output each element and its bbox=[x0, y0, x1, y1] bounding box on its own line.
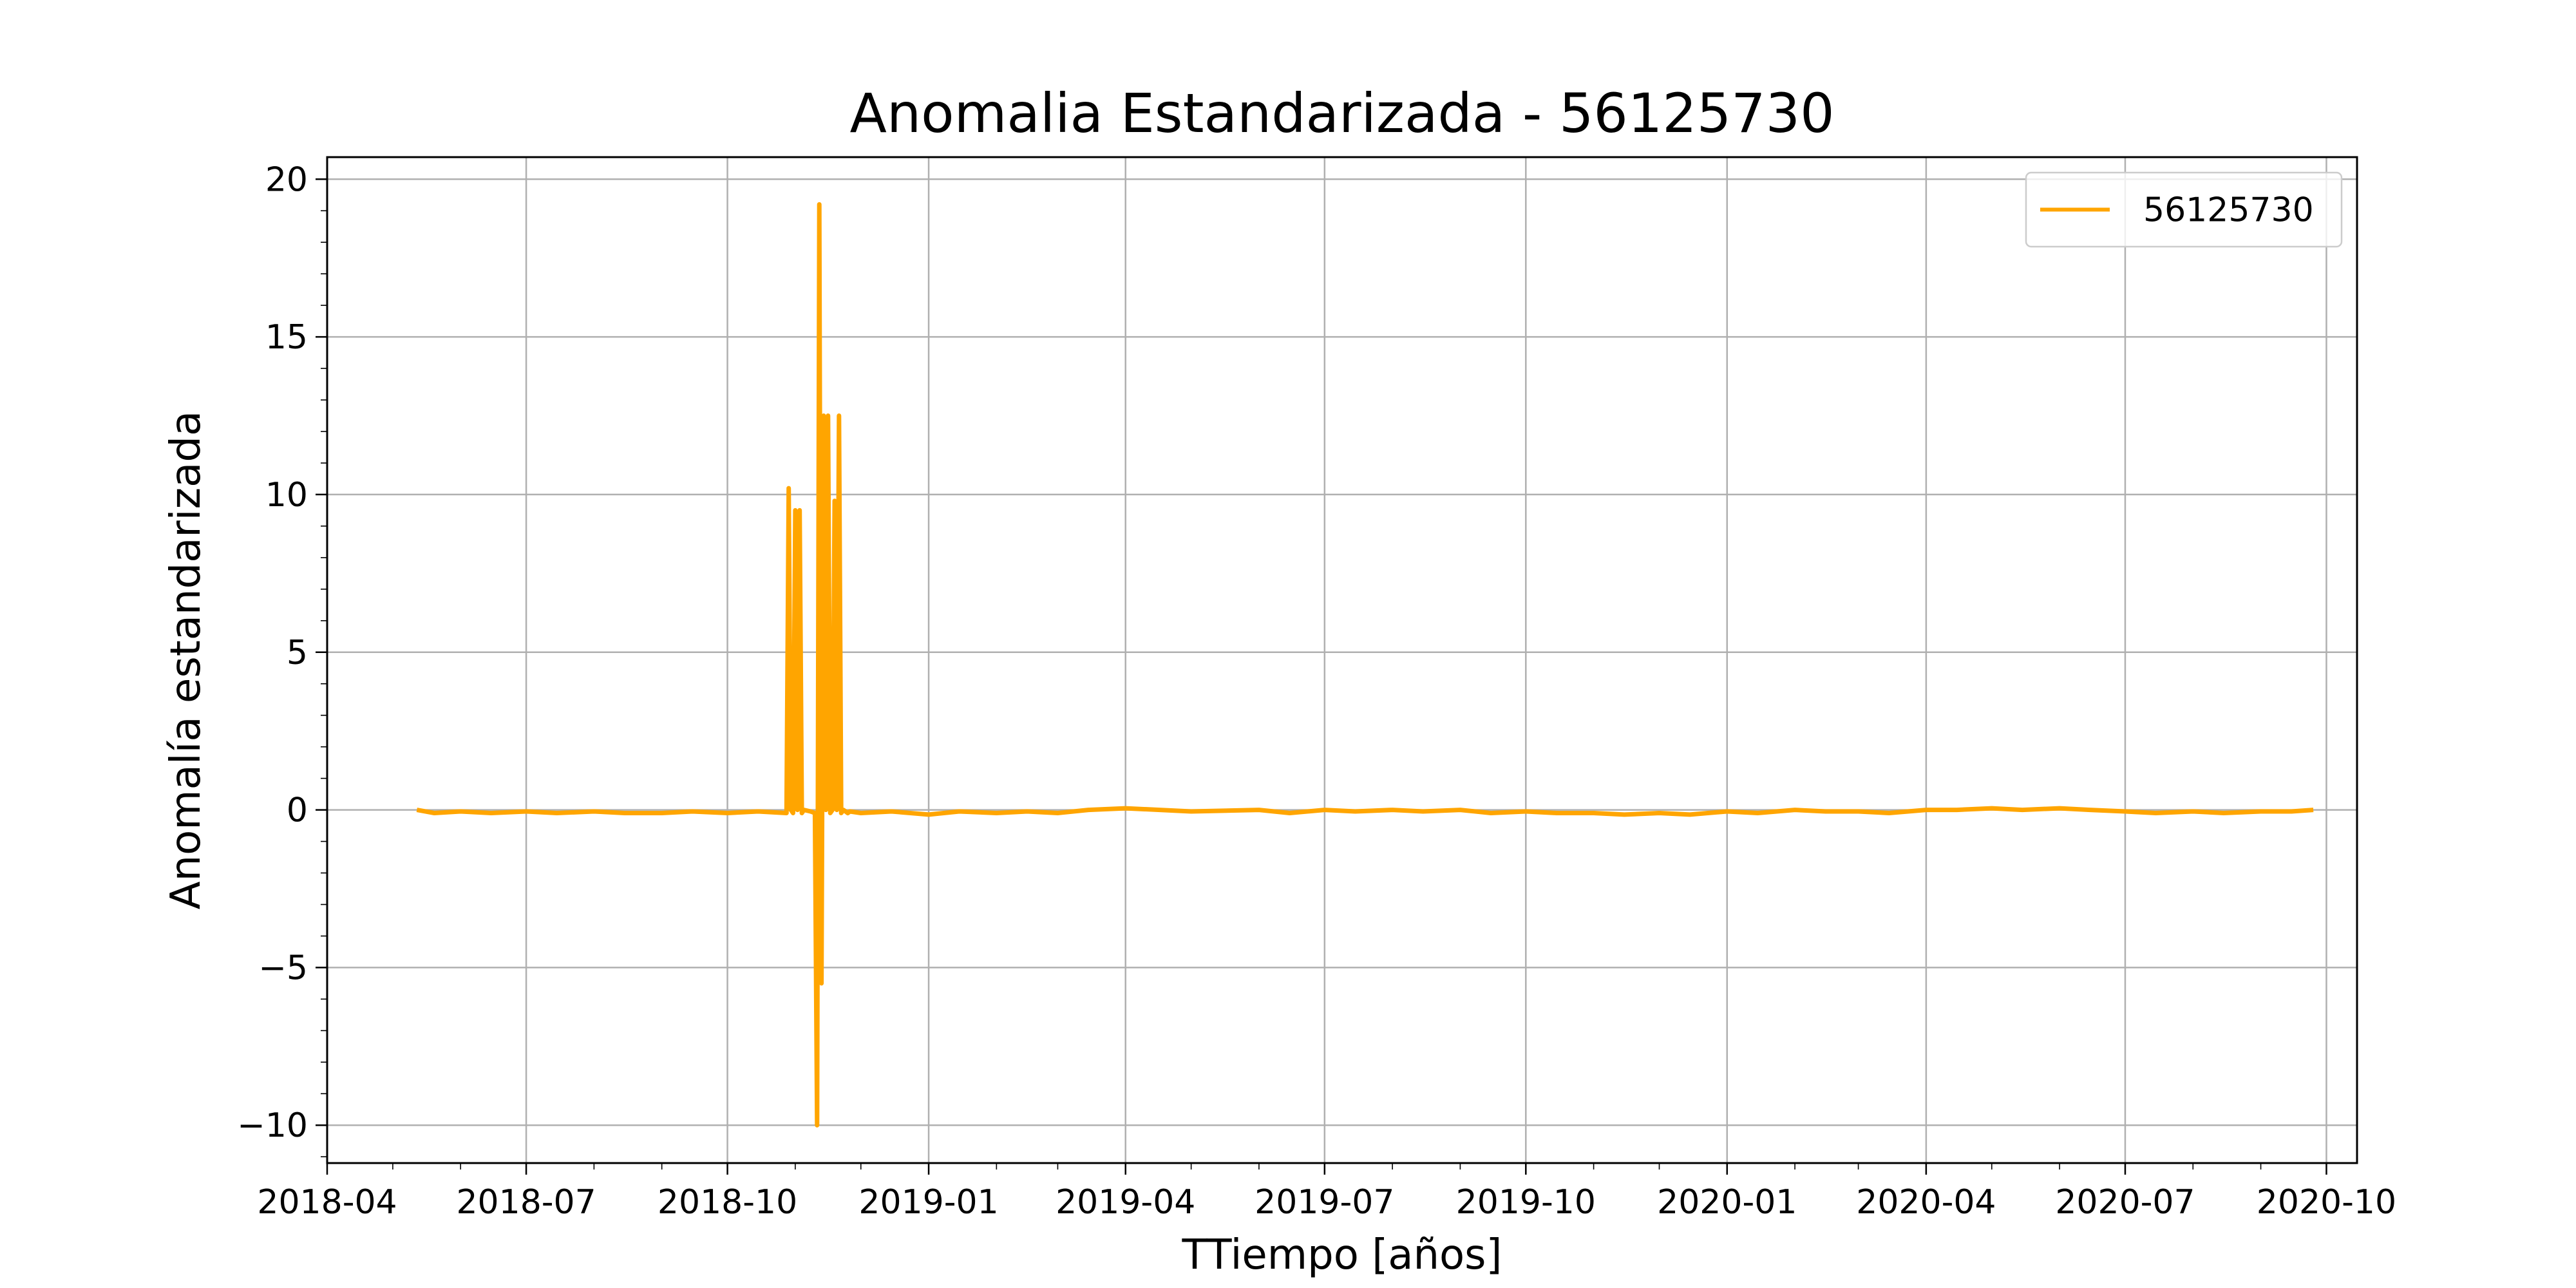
y-tick-label: 0 bbox=[287, 791, 308, 830]
legend-box bbox=[2025, 171, 2343, 248]
x-tick-label: 2018-10 bbox=[658, 1183, 797, 1222]
y-tick-label: 20 bbox=[265, 160, 308, 199]
y-tick-label: −10 bbox=[237, 1106, 308, 1145]
legend-entry-label: 56125730 bbox=[2143, 191, 2314, 230]
x-tick-label: 2018-07 bbox=[456, 1183, 596, 1222]
x-tick-label: 2019-07 bbox=[1255, 1183, 1394, 1222]
plot-frame bbox=[326, 156, 2358, 1164]
y-tick-label: 5 bbox=[287, 634, 308, 672]
grid-lines bbox=[326, 157, 2357, 1163]
axis-ticks: 2018-04 2018-07 2018-10 2019-01 2019-04 2019-… bbox=[237, 160, 2396, 1222]
x-tick-label: 2018-04 bbox=[257, 1183, 397, 1222]
x-tick-label: 2019-10 bbox=[1456, 1183, 1596, 1222]
legend: 56125730 bbox=[2025, 171, 2343, 248]
y-tick-label: 15 bbox=[265, 318, 308, 357]
x-tick-label: 2020-04 bbox=[1856, 1183, 1996, 1222]
y-tick-label: −5 bbox=[258, 949, 308, 987]
x-tick-label: 2020-10 bbox=[2257, 1183, 2396, 1222]
chart-title: Anomalia Estandarizada - 56125730 bbox=[849, 82, 1834, 145]
series-line-0 bbox=[416, 202, 2314, 1128]
y-tick-label: 10 bbox=[265, 476, 308, 515]
x-tick-label: 2019-01 bbox=[858, 1183, 998, 1222]
series-layer bbox=[416, 202, 2314, 1128]
x-tick-label: 2019-04 bbox=[1056, 1183, 1195, 1222]
x-axis-label: TTiempo [años] bbox=[1182, 1231, 1502, 1279]
y-axis-label: Anomalía estandarizada bbox=[162, 411, 210, 909]
x-tick-label: 2020-07 bbox=[2055, 1183, 2195, 1222]
x-tick-label: 2020-01 bbox=[1657, 1183, 1797, 1222]
